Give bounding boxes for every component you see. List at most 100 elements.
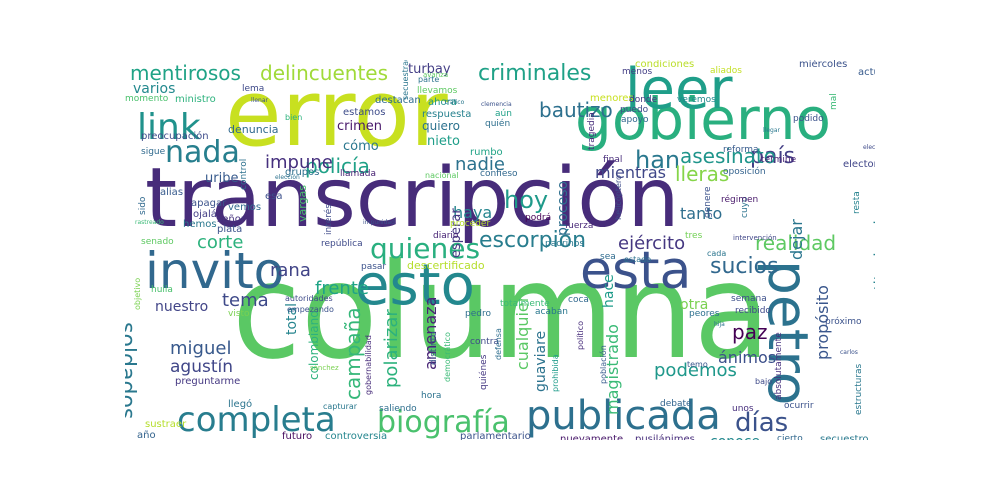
word-control: control xyxy=(239,158,249,190)
word-esta: esta xyxy=(580,241,692,301)
word-menos: menos xyxy=(622,67,653,77)
word-sanchez: sánchez xyxy=(310,364,339,372)
word-guaviare: guaviare xyxy=(533,330,549,392)
word-dejar: dejar xyxy=(787,219,806,260)
word-biografia: biografía xyxy=(377,405,510,440)
word-llamada: llamada xyxy=(340,169,377,179)
word-nada: nada xyxy=(165,135,240,170)
word-asesinato: asesinato xyxy=(680,144,776,168)
word-grupos: grupos xyxy=(285,167,320,178)
word-esa: esa xyxy=(265,191,283,202)
word-plata: plata xyxy=(217,224,243,235)
word-debate: debate xyxy=(660,399,692,409)
word-oposicion: oposición xyxy=(723,167,766,177)
word-turbay: turbay xyxy=(408,62,451,77)
word-uribe: uribe xyxy=(205,171,239,186)
word-veremos: veremos xyxy=(677,95,716,105)
word-hora: hora xyxy=(421,391,442,401)
word-apagar: apagar xyxy=(191,198,227,209)
word-columna: columna xyxy=(232,235,771,389)
word-secuestrados: secuestrados xyxy=(401,60,410,100)
word-policia: policía xyxy=(305,154,370,178)
word-confieso: confieso xyxy=(480,169,518,179)
word-parte: parte xyxy=(418,75,440,84)
word-totalmente: totalmente xyxy=(500,299,550,309)
word-completa: completa xyxy=(177,400,336,440)
word-defensa: defensa xyxy=(494,328,503,360)
word-fuerza: fuerza xyxy=(565,221,594,231)
word-gobierno: gobierno xyxy=(575,85,831,153)
word-hace: hace xyxy=(601,274,617,308)
word-capturar: capturar xyxy=(323,402,358,411)
word-estado: estado xyxy=(624,255,652,264)
word-acaban: acaban xyxy=(535,307,568,317)
word-llegar: llegar xyxy=(763,127,780,134)
word-electoral: electoral xyxy=(843,159,875,170)
word-objetivo: objetivo xyxy=(133,277,142,310)
word-bien: bien xyxy=(285,113,303,122)
word-nieto: nieto xyxy=(427,134,460,149)
word-llevamos: llevamos xyxy=(417,86,458,96)
word-regimen: régimen xyxy=(721,195,759,205)
word-ministro: ministro xyxy=(175,94,216,105)
word-proximo: próximo xyxy=(825,317,862,327)
word-error: error xyxy=(225,60,448,167)
word-coca: coca xyxy=(568,295,589,305)
word-condiciones: condiciones xyxy=(635,60,695,70)
word-sustraer: sustraer xyxy=(145,419,187,430)
word-temo: temo xyxy=(687,360,708,369)
word-paz: paz xyxy=(732,320,768,344)
word-delincuentes: delincuentes xyxy=(260,61,389,85)
word-final: final xyxy=(603,155,623,165)
word-ano: año xyxy=(137,430,156,441)
word-realidad: realidad xyxy=(755,231,837,255)
word-donde: donde xyxy=(629,95,658,105)
word-avanza: avanza xyxy=(423,71,449,79)
word-unos: unos xyxy=(732,404,754,414)
word-cierto: cierto xyxy=(777,434,803,441)
word-descertificado: descertificado xyxy=(407,259,485,272)
word-padrinos: padrinos xyxy=(545,239,585,249)
word-senor: señor xyxy=(217,214,245,225)
word-poblacion: población xyxy=(599,345,608,384)
word-lema: lema xyxy=(242,84,265,94)
word-pedro: pedro xyxy=(465,309,491,319)
word-ejercito: ejército xyxy=(618,233,686,254)
word-aun: aún xyxy=(495,109,512,119)
word-diario: diario xyxy=(433,231,459,241)
word-contra: contra xyxy=(470,337,499,347)
word-rana: rana xyxy=(270,260,311,281)
word-soldados: soldados xyxy=(125,322,139,420)
word-miercoles: miércoles xyxy=(799,60,848,70)
word-podra: podrá xyxy=(525,213,552,223)
word-bautizo: bautizo xyxy=(539,98,613,122)
word-senado: senado xyxy=(141,237,174,247)
word-parlamentario: parlamentario xyxy=(460,431,531,441)
word-mal: mal xyxy=(829,93,839,110)
word-prohibida: prohibida xyxy=(551,354,560,392)
word-alias: alias xyxy=(160,187,184,198)
word-eleccion: elección xyxy=(275,174,300,181)
word-nacional: nacional xyxy=(425,171,459,180)
word-tanto: tanto xyxy=(680,204,723,223)
word-politico: político xyxy=(576,320,585,350)
word-tema: tema xyxy=(222,290,269,311)
word-distinto: distinto xyxy=(429,331,439,365)
word-hoy: hoy xyxy=(504,186,549,214)
word-preguntarme: preguntarme xyxy=(175,376,241,387)
word-peores: peores xyxy=(689,309,720,319)
word-invito: invito xyxy=(145,242,285,300)
word-pusilanimes: pusilánimes xyxy=(635,434,695,441)
word-controversia: controversia xyxy=(325,431,388,441)
word-como: cómo xyxy=(343,139,379,154)
word-link: link xyxy=(137,107,201,148)
word-preocupacion: preocupación xyxy=(141,131,209,142)
word-democratico: democrático xyxy=(443,332,452,382)
word-cada: cada xyxy=(707,249,727,258)
word-impune: impune xyxy=(265,152,333,173)
word-otra: otra xyxy=(680,297,709,313)
word-interes: interés xyxy=(324,204,334,235)
word-polarizar: polarizar xyxy=(381,309,402,388)
word-rumbo: rumbo xyxy=(470,147,503,158)
word-secuestro: secuestro xyxy=(820,434,869,441)
